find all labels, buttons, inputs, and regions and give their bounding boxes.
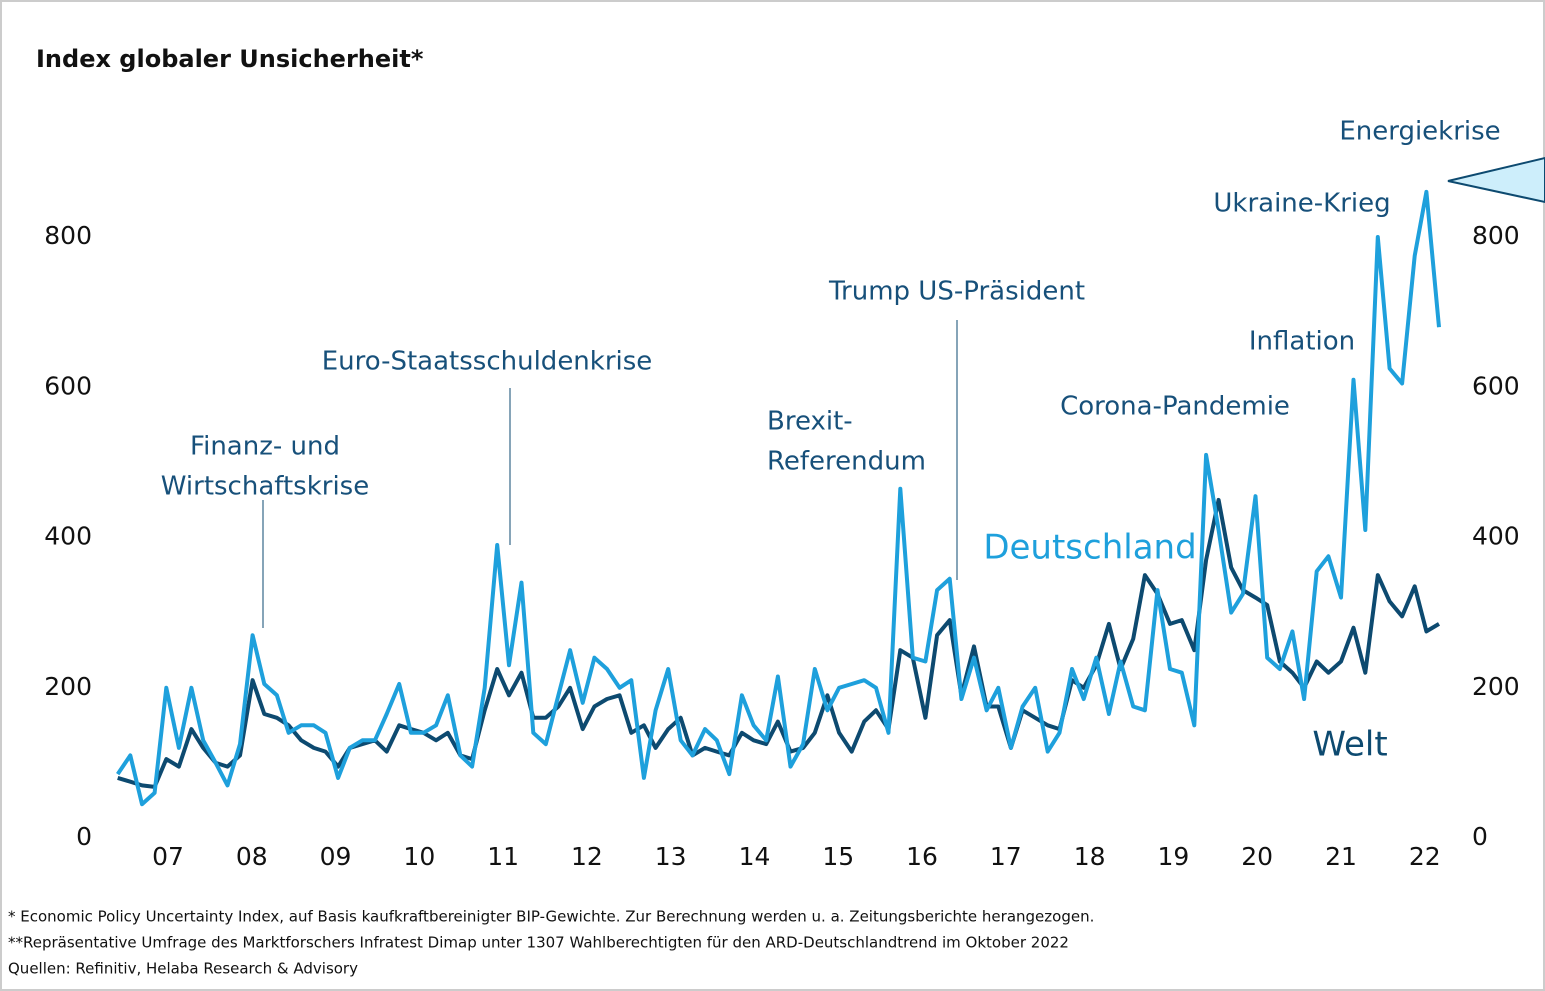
y-tick-label: 400 [44, 522, 92, 551]
annotation: Brexit- [767, 407, 853, 437]
annotation: Ukraine-Krieg [1213, 189, 1390, 219]
annotation: Energiekrise [1339, 117, 1500, 147]
y2-tick-label: 800 [1472, 221, 1520, 250]
x-tick-label: 21 [1325, 842, 1357, 871]
chart-title: Index globaler Unsicherheit* [36, 45, 424, 73]
y-tick-label: 800 [44, 221, 92, 250]
x-tick-label: 11 [487, 842, 519, 871]
annotation: Inflation [1249, 327, 1355, 357]
x-tick-label: 17 [990, 842, 1022, 871]
x-tick-label: 07 [152, 842, 184, 871]
footnote: **Repräsentative Umfrage des Marktforsch… [8, 934, 1069, 952]
series-label: Deutschland [983, 528, 1196, 568]
series-line [117, 497, 1441, 789]
series-line [116, 189, 1441, 807]
series-label: Welt [1312, 725, 1387, 765]
y-tick-label: 0 [76, 822, 92, 851]
y-tick-label: 600 [44, 371, 92, 400]
x-tick-label: 19 [1157, 842, 1189, 871]
y2-tick-label: 400 [1472, 522, 1520, 551]
y2-tick-label: 200 [1472, 672, 1520, 701]
footnote: * Economic Policy Uncertainty Index, auf… [8, 908, 1094, 926]
annotation: Referendum [767, 447, 926, 477]
y-tick-label: 200 [44, 672, 92, 701]
x-tick-label: 18 [1074, 842, 1106, 871]
annotation: Corona-Pandemie [1060, 392, 1290, 422]
x-tick-label: 10 [403, 842, 435, 871]
x-tick-label: 16 [906, 842, 938, 871]
footnote: Quellen: Refinitiv, Helaba Research & Ad… [8, 960, 358, 978]
x-tick-label: 12 [571, 842, 603, 871]
x-tick-label: 20 [1241, 842, 1273, 871]
x-tick-label: 22 [1409, 842, 1441, 871]
annotation: Euro-Staatsschuldenkrise [322, 347, 653, 377]
x-tick-label: 09 [320, 842, 352, 871]
annotation: Trump US-Präsident [828, 277, 1085, 307]
annotation: Finanz- und [190, 432, 340, 462]
x-tick-label: 08 [236, 842, 268, 871]
y2-tick-label: 600 [1472, 371, 1520, 400]
x-tick-label: 13 [655, 842, 687, 871]
x-tick-label: 14 [739, 842, 771, 871]
annotation: Wirtschaftskrise [161, 472, 369, 502]
y2-tick-label: 0 [1472, 822, 1488, 851]
energy-pointer [1447, 156, 1545, 204]
x-tick-label: 15 [822, 842, 854, 871]
